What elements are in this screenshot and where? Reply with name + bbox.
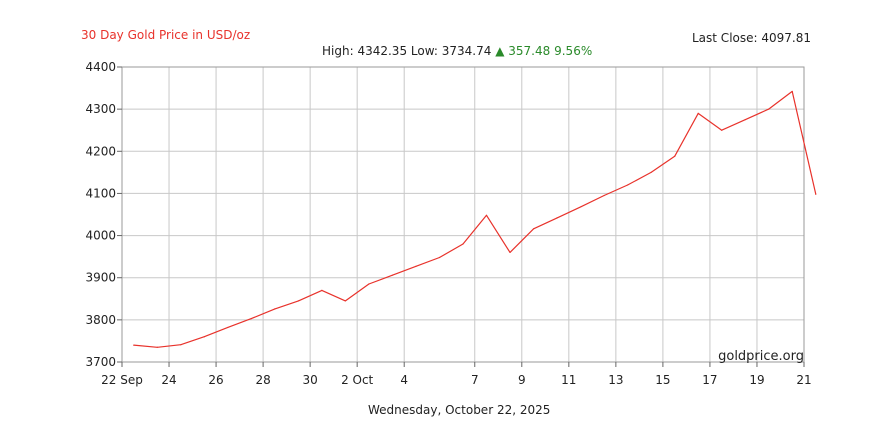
x-tick-label: 17: [702, 373, 717, 387]
data-point: [791, 90, 793, 93]
high-label: High:: [322, 44, 354, 58]
last-close: Last Close: 4097.81: [692, 31, 811, 45]
chart-title: 30 Day Gold Price in USD/oz: [81, 28, 251, 42]
y-tick-label: 3800: [85, 313, 116, 327]
x-tick-label: 21: [796, 373, 811, 387]
watermark: goldprice.org: [718, 349, 804, 364]
data-point: [250, 317, 252, 320]
x-tick-label: 26: [208, 373, 223, 387]
data-point: [579, 206, 582, 208]
x-tick-label: 11: [561, 373, 576, 387]
data-point: [627, 184, 629, 186]
change-percent: 9.56%: [554, 44, 593, 58]
y-tick-label: 4100: [85, 186, 116, 200]
x-tick-label: 30: [302, 373, 317, 387]
data-point: [768, 108, 770, 110]
last-close-value: 4097.81: [761, 31, 811, 45]
chart-grid: [121, 66, 805, 363]
low-label: Low:: [410, 44, 438, 58]
data-point: [274, 308, 276, 310]
data-point: [227, 326, 229, 329]
data-point: [156, 346, 158, 348]
x-tick-label: 19: [749, 373, 764, 387]
series-layer: [133, 90, 817, 348]
y-tick-label: 3700: [85, 355, 116, 369]
last-close-label: Last Close:: [692, 31, 758, 45]
data-point: [509, 251, 511, 254]
y-tick-label: 4200: [85, 144, 116, 158]
x-tick-label: 28: [255, 373, 270, 387]
data-point: [415, 265, 417, 267]
x-tick-label: 2 Oct: [341, 373, 373, 387]
data-point: [603, 194, 605, 197]
plot-frame: [121, 66, 805, 363]
data-point: [744, 119, 746, 121]
data-point: [133, 344, 135, 346]
x-axis: 22 Sep 24 26 28 30 2 Oct 4 7 9 11 13 15 17 19 21: [101, 362, 812, 387]
data-point: [650, 171, 652, 173]
y-tick-label: 4400: [85, 60, 116, 74]
data-point: [297, 300, 299, 302]
data-point: [438, 256, 441, 259]
change-up-arrow-icon: ▲: [495, 44, 505, 58]
price-stats: High: 4342.35 Low: 3734.74 ▲ 357.48 9.56…: [322, 44, 592, 58]
high-value: 4342.35: [357, 44, 408, 58]
x-tick-label: 24: [161, 373, 176, 387]
data-point: [180, 344, 182, 346]
data-point: [321, 289, 323, 291]
y-axis: 3700 3800 3900 4000 4100 4200 4300 4400: [85, 60, 122, 369]
x-tick-label: 7: [471, 373, 479, 387]
x-tick-label: 13: [608, 373, 623, 387]
data-point: [556, 217, 558, 219]
low-value: 3734.74: [441, 44, 492, 58]
data-point: [721, 129, 723, 131]
data-point: [462, 243, 464, 245]
data-point: [532, 228, 535, 230]
data-point: [203, 336, 205, 338]
data-point: [697, 112, 699, 114]
y-tick-label: 4300: [85, 102, 116, 116]
change-value: 357.48: [508, 44, 551, 58]
x-tick-label: 15: [655, 373, 670, 387]
x-tick-label: 22 Sep: [101, 373, 143, 387]
date-label: Wednesday, October 22, 2025: [368, 403, 551, 417]
data-point: [674, 155, 676, 157]
price-line: [133, 90, 817, 348]
data-point: [485, 214, 488, 216]
data-point: [815, 193, 817, 195]
data-point: [391, 274, 394, 276]
data-point: [344, 300, 347, 302]
data-point: [368, 283, 370, 285]
y-tick-label: 4000: [85, 229, 116, 243]
x-tick-label: 9: [518, 373, 526, 387]
y-tick-label: 3900: [85, 271, 116, 285]
x-tick-label: 4: [400, 373, 408, 387]
